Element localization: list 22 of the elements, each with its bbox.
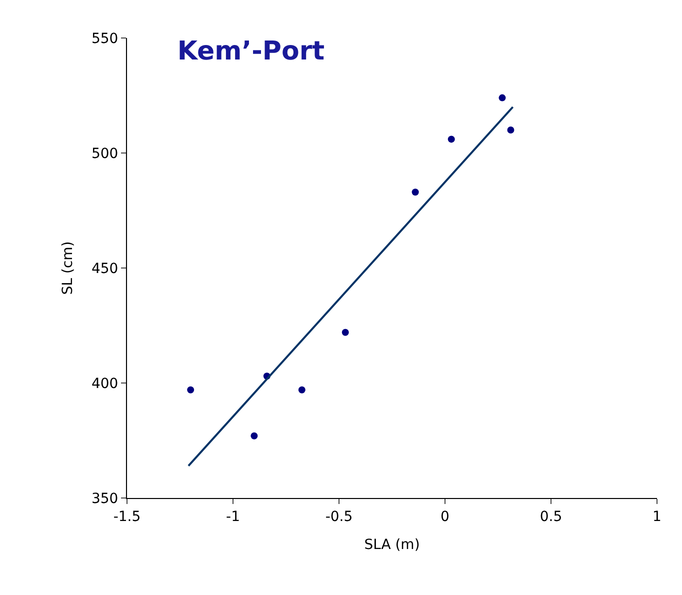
point bbox=[342, 328, 349, 336]
x-tick-label: -0.5 bbox=[325, 508, 353, 525]
point bbox=[412, 188, 419, 196]
x-tick-label: 0 bbox=[440, 508, 450, 525]
x-tick-label: 1 bbox=[652, 508, 662, 525]
y-tick-label: 500 bbox=[91, 146, 118, 162]
x-tick-label: -1.5 bbox=[113, 508, 141, 525]
y-tick-label: 550 bbox=[91, 30, 118, 47]
y-tick-label: 350 bbox=[91, 490, 118, 507]
y-tick-label: 400 bbox=[91, 376, 118, 392]
x-tick-label: -1 bbox=[226, 508, 240, 525]
y-tick-label: 450 bbox=[91, 260, 118, 277]
y-axis-title: SL (cm) bbox=[60, 241, 76, 295]
x-tick-label: 0.5 bbox=[540, 508, 562, 525]
point bbox=[498, 94, 506, 102]
point bbox=[448, 136, 455, 143]
point bbox=[507, 126, 514, 134]
point bbox=[250, 432, 258, 440]
point bbox=[298, 386, 306, 394]
point bbox=[187, 386, 194, 394]
chart-title: Kem’-Port bbox=[177, 36, 325, 67]
x-axis-title: SLA (m) bbox=[364, 537, 420, 554]
